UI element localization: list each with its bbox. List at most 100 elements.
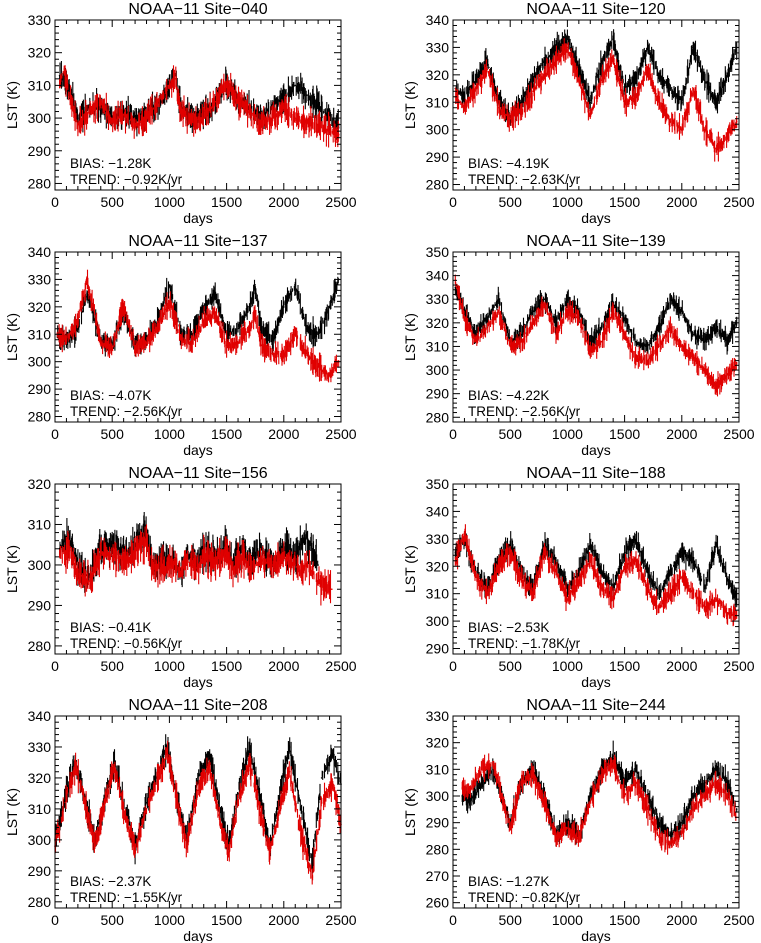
data-point xyxy=(543,303,546,305)
y-axis-label: LST (K) xyxy=(4,313,20,361)
data-point xyxy=(578,317,580,319)
data-point xyxy=(578,79,580,82)
data-point xyxy=(145,117,148,119)
x-tick-label: 2500 xyxy=(723,194,754,210)
x-tick-label: 0 xyxy=(51,194,59,210)
data-point xyxy=(566,310,569,312)
y-tick-label: 310 xyxy=(426,94,450,110)
data-point xyxy=(715,326,717,329)
data-point xyxy=(77,328,79,330)
data-point xyxy=(658,326,660,329)
data-point xyxy=(317,333,319,336)
data-point xyxy=(111,347,113,349)
panel-title: NOAA−11 Site−137 xyxy=(128,233,267,250)
data-point xyxy=(214,292,216,294)
y-tick-label: 320 xyxy=(28,45,52,61)
data-point xyxy=(254,284,256,286)
data-point xyxy=(498,106,500,109)
data-point xyxy=(260,344,262,347)
data-point xyxy=(77,117,79,119)
data-point xyxy=(669,87,672,90)
x-tick-label: 500 xyxy=(101,426,125,442)
trend-annotation: TREND: −2.63K/yr xyxy=(468,172,581,187)
data-point xyxy=(726,134,729,136)
data-point xyxy=(646,345,649,348)
data-point xyxy=(294,84,297,87)
data-point xyxy=(612,310,614,312)
data-point xyxy=(248,110,251,113)
data-point xyxy=(646,68,649,71)
data-point xyxy=(180,110,182,113)
data-point xyxy=(463,96,466,98)
series-noaa11 xyxy=(58,65,340,148)
data-point xyxy=(294,333,297,336)
data-point xyxy=(475,340,477,343)
data-point xyxy=(254,311,256,314)
x-tick-label: 1500 xyxy=(211,194,242,210)
x-tick-label: 2000 xyxy=(268,194,299,210)
data-point xyxy=(305,328,308,330)
x-tick-label: 1000 xyxy=(154,194,185,210)
x-tick-label: 1000 xyxy=(552,426,583,442)
data-point xyxy=(555,60,557,62)
data-point xyxy=(589,101,592,104)
data-point xyxy=(566,298,569,301)
x-tick-label: 2000 xyxy=(666,426,697,442)
data-point xyxy=(681,310,683,312)
data-point xyxy=(532,310,534,312)
data-point xyxy=(317,104,319,106)
data-point xyxy=(191,341,194,344)
trend-annotation: TREND: −2.56K/yr xyxy=(468,404,581,419)
y-tick-label: 320 xyxy=(426,315,450,331)
data-point xyxy=(509,117,512,120)
data-point xyxy=(543,74,546,76)
chart-panel-4: NOAA−11 Site−139 0 500 1000 1500 2000 2500 280 2… xyxy=(402,233,755,458)
data-point xyxy=(328,306,331,308)
data-point xyxy=(283,355,285,358)
data-point xyxy=(520,109,523,112)
data-point xyxy=(681,345,683,348)
data-point xyxy=(600,340,603,343)
series-noaa11 xyxy=(56,269,340,383)
y-tick-label: 350 xyxy=(426,244,450,260)
data-point xyxy=(100,100,102,103)
data-point xyxy=(475,79,477,82)
y-axis-label: LST (K) xyxy=(4,81,20,129)
plot-frame xyxy=(452,19,740,191)
x-tick-label: 1500 xyxy=(211,426,242,442)
data-point xyxy=(715,385,717,388)
y-tick-label: 340 xyxy=(426,12,450,28)
data-point xyxy=(168,284,171,286)
chart-panel-1: NOAA−11 Site−040 0 500 1000 1500 2000 2500 280 2… xyxy=(4,1,357,226)
x-tick-label: 2500 xyxy=(723,426,754,442)
y-tick-label: 290 xyxy=(28,143,52,159)
data-point xyxy=(612,57,614,60)
y-tick-label: 340 xyxy=(426,268,450,284)
y-tick-label: 330 xyxy=(28,12,52,28)
data-point xyxy=(498,310,500,312)
data-point xyxy=(86,278,88,281)
data-point xyxy=(669,298,672,301)
data-point xyxy=(168,84,171,87)
data-point xyxy=(635,357,637,360)
data-point xyxy=(658,74,660,76)
data-point xyxy=(726,340,729,343)
data-point xyxy=(454,286,457,289)
data-point xyxy=(635,96,637,98)
data-point xyxy=(317,123,319,126)
data-point xyxy=(703,128,706,131)
y-tick-label: 320 xyxy=(426,67,450,83)
data-point xyxy=(578,68,580,71)
data-point xyxy=(623,317,626,319)
data-point xyxy=(589,350,592,353)
data-point xyxy=(623,101,626,104)
data-point xyxy=(317,366,319,369)
data-point xyxy=(463,317,466,319)
data-point xyxy=(122,306,125,308)
data-point xyxy=(692,357,694,360)
data-point xyxy=(658,345,660,348)
y-axis-label: LST (K) xyxy=(402,313,418,361)
data-point xyxy=(191,120,194,123)
data-point xyxy=(735,362,738,364)
x-tick-label: 500 xyxy=(499,194,523,210)
